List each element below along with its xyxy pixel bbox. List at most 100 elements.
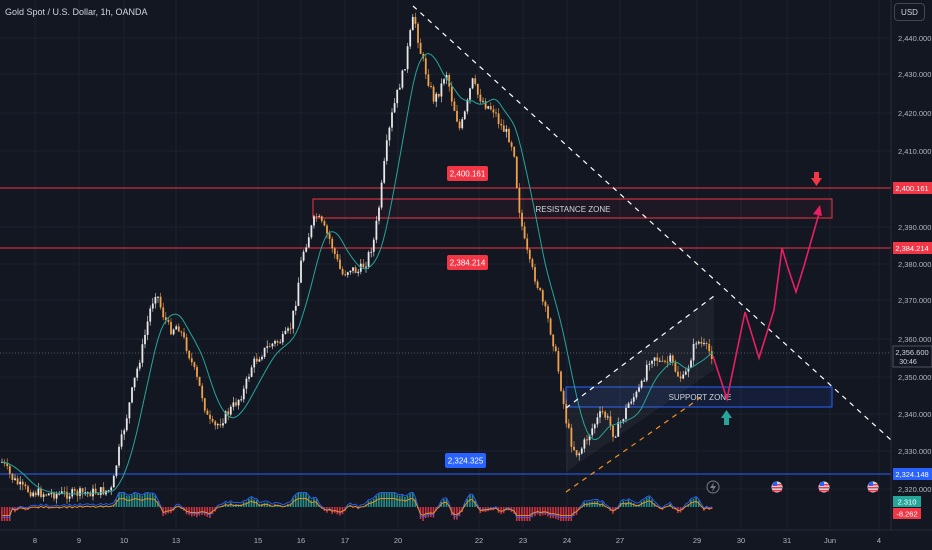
candle-body (479, 94, 482, 102)
time-tick-label: 20 (394, 536, 402, 545)
candle-body (292, 310, 295, 329)
histogram-bar (255, 500, 258, 507)
resistance-bottom-badge: 2,384.214 (447, 255, 488, 270)
us-flag-icon[interactable] (771, 481, 783, 493)
candle-body (193, 362, 196, 368)
candle-body (323, 221, 326, 226)
candle-body (601, 411, 604, 413)
time-tick-label: 15 (254, 536, 262, 545)
candle-body (560, 371, 562, 391)
candle-body (617, 422, 620, 437)
histogram-bar (539, 507, 541, 517)
candle-body (508, 128, 510, 143)
candle-body (76, 490, 79, 496)
candle-body (34, 492, 37, 496)
forecast-path[interactable] (712, 209, 821, 403)
up-arrow-icon (721, 410, 732, 425)
candle-body (474, 78, 477, 84)
histogram-bar (250, 497, 253, 507)
candle-body (489, 106, 492, 110)
candle-body (651, 360, 653, 364)
channel-lower-trendline[interactable] (565, 397, 701, 493)
histogram-bar (422, 507, 424, 521)
candle-body (622, 419, 625, 422)
histogram-bar (1, 507, 3, 521)
candle-body (638, 387, 640, 392)
candle-body (513, 146, 516, 157)
histogram-bar (138, 494, 141, 507)
candle-body (188, 350, 191, 359)
candle-body (669, 355, 672, 362)
candle-body (674, 362, 677, 372)
price-badge-resistance-top: 2,400.161 (893, 182, 932, 194)
candle-body (102, 487, 105, 495)
candle-body (388, 127, 391, 141)
histogram-bar (297, 493, 300, 507)
candle-body (482, 101, 484, 103)
candle-body (539, 287, 542, 291)
candle-body (99, 487, 102, 495)
time-axis[interactable]: 8 9 10 13 15 16 17 20 22 23 24 27 29 30 31 Jun 4 (33, 536, 881, 545)
candle-body (391, 112, 393, 128)
candle-body (372, 239, 375, 252)
candle-body (333, 248, 336, 255)
descending-trendline[interactable] (412, 5, 892, 441)
oscillator-badge-down: -8.262 (893, 508, 921, 519)
candle-body (297, 282, 300, 306)
us-flag-icon[interactable] (818, 481, 830, 493)
histogram-bar (544, 507, 547, 516)
candle-body (281, 334, 284, 343)
candle-body (484, 101, 487, 109)
candle-body (253, 358, 256, 368)
histogram-bar (149, 493, 151, 507)
histogram-bar (378, 493, 380, 507)
candle-body (248, 376, 250, 379)
histogram-bar (136, 493, 138, 507)
price-tick-label: 2,350.000 (898, 373, 931, 382)
candle-body (500, 124, 503, 126)
channel-upper-trendline[interactable] (565, 295, 715, 409)
candle-body (679, 376, 682, 379)
candle-body (562, 390, 565, 405)
candle-body (521, 212, 523, 227)
candle-body (536, 281, 539, 288)
candle-body (107, 490, 110, 492)
histogram-bar (396, 494, 398, 507)
price-axis[interactable]: 2,440.000 2,430.000 2,420.000 2,410.000 2,39… (898, 34, 931, 494)
histogram-bar (588, 501, 591, 507)
histogram-bar (630, 501, 632, 507)
currency-button[interactable]: USD (894, 3, 925, 21)
candle-body (21, 481, 24, 485)
us-flag-icon[interactable] (867, 481, 879, 493)
histogram-bar (383, 493, 385, 507)
resistance-zone-box[interactable] (312, 198, 833, 219)
lightning-icon[interactable] (706, 480, 720, 494)
candle-body (271, 343, 274, 347)
histogram-bar (562, 507, 565, 521)
histogram-bar (401, 495, 404, 507)
candle-body (463, 111, 466, 120)
histogram-bar (409, 493, 411, 507)
histogram-bar (292, 498, 294, 507)
candle-body (214, 421, 217, 426)
candle-body (320, 216, 323, 222)
candle-body (367, 252, 370, 267)
candle-body (125, 418, 128, 431)
candle-body (40, 488, 42, 497)
candle-body (201, 385, 204, 399)
candle-body (331, 238, 334, 249)
svg-text:2,400.161: 2,400.161 (450, 170, 486, 179)
candle-body (671, 355, 674, 363)
candle-body (198, 376, 201, 386)
candle-body (466, 99, 469, 112)
histogram-bar (567, 507, 570, 521)
candle-body (336, 254, 339, 260)
histogram-bar (651, 499, 653, 507)
candle-body (81, 488, 84, 493)
support-zone-box[interactable] (565, 386, 833, 408)
histogram-bar (570, 507, 573, 521)
candle-body (445, 75, 448, 80)
candle-body (326, 225, 328, 234)
histogram-bar (560, 507, 562, 521)
